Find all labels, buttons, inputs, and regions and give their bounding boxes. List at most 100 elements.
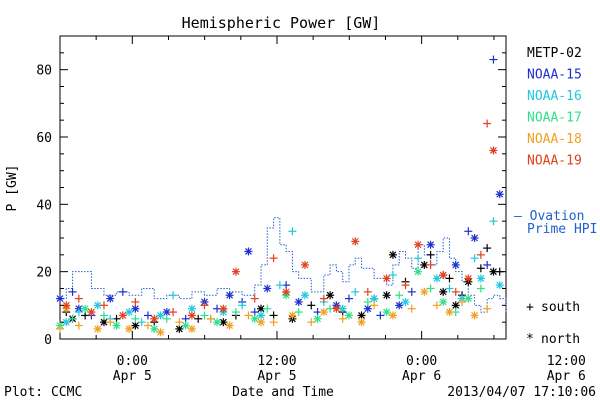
point-noaa-19	[319, 294, 328, 303]
point-noaa-18	[175, 318, 184, 327]
point-noaa-15	[263, 284, 272, 293]
point-noaa-17	[68, 314, 77, 323]
point-metp-02	[194, 314, 203, 323]
plot-area	[59, 35, 507, 340]
point-noaa-17	[181, 321, 190, 330]
point-noaa-16	[476, 274, 485, 283]
point-noaa-19	[187, 311, 196, 320]
point-noaa-16	[125, 308, 134, 317]
point-noaa-15	[118, 287, 127, 296]
point-noaa-18	[432, 301, 441, 310]
marker-key-north: * north	[526, 332, 580, 347]
point-noaa-16	[351, 287, 360, 296]
y-axis-label: P [GW]	[5, 165, 20, 212]
point-noaa-18	[407, 304, 416, 313]
point-noaa-19	[382, 274, 391, 283]
point-noaa-15	[376, 311, 385, 320]
point-metp-02	[420, 260, 429, 269]
point-noaa-16	[93, 301, 102, 310]
point-noaa-17	[294, 308, 303, 317]
point-metp-02	[382, 291, 391, 300]
point-noaa-17	[414, 267, 423, 276]
point-noaa-18	[420, 287, 429, 296]
point-noaa-17	[131, 314, 140, 323]
point-noaa-15	[470, 234, 479, 242]
ovation-label-line2: Prime HPI	[527, 222, 597, 237]
y-tick-label: 0	[44, 333, 52, 348]
point-noaa-17	[344, 311, 353, 320]
point-noaa-19	[169, 308, 178, 317]
point-noaa-18	[244, 311, 253, 320]
point-noaa-15	[106, 294, 115, 303]
x-tick-label-time: 0:00	[117, 354, 148, 369]
x-tick-label-time: 12:00	[547, 354, 586, 369]
x-axis-label: Date and Time	[232, 385, 334, 400]
point-noaa-15	[407, 287, 416, 296]
point-noaa-15	[294, 297, 303, 306]
legend-entry-noaa-19: NOAA-19	[527, 154, 582, 169]
data-points	[56, 55, 504, 337]
point-noaa-19	[150, 314, 159, 323]
point-metp-02	[451, 301, 460, 310]
point-noaa-16	[257, 311, 266, 320]
point-noaa-19	[489, 146, 498, 155]
point-metp-02	[476, 264, 485, 273]
legend: METP-02 NOAA-15 NOAA-16 NOAA-17 NOAA-18 NOAA-…	[527, 46, 582, 169]
chart-title: Hemispheric Power [GW]	[182, 14, 381, 32]
point-noaa-17	[231, 308, 240, 317]
point-noaa-17	[99, 311, 108, 320]
point-noaa-16	[187, 304, 196, 313]
point-metp-02	[307, 301, 316, 310]
point-noaa-16	[300, 291, 309, 300]
point-noaa-15	[68, 287, 77, 296]
point-noaa-16	[238, 301, 247, 310]
point-noaa-15	[225, 291, 234, 300]
point-noaa-15	[495, 190, 504, 199]
point-noaa-18	[206, 314, 215, 323]
point-noaa-15	[363, 304, 372, 313]
point-noaa-15	[244, 247, 253, 256]
x-tick-label-date: Apr 6	[402, 369, 441, 384]
point-noaa-18	[257, 318, 266, 327]
point-noaa-16	[169, 291, 178, 300]
point-metp-02	[269, 311, 278, 320]
point-noaa-19	[131, 297, 140, 306]
x-tick-label-time: 0:00	[406, 354, 437, 369]
point-noaa-19	[451, 287, 460, 296]
point-noaa-18	[470, 311, 479, 320]
point-metp-02	[445, 274, 454, 283]
x-tick-label-date: Apr 5	[113, 369, 152, 384]
marker-key-south-symbol: +	[526, 300, 534, 315]
point-noaa-17	[395, 291, 404, 300]
point-noaa-17	[363, 297, 372, 306]
point-noaa-18	[458, 297, 467, 306]
point-noaa-15	[143, 311, 152, 320]
point-noaa-15	[451, 260, 460, 269]
point-noaa-15	[250, 308, 259, 317]
point-noaa-17	[426, 284, 435, 293]
point-noaa-18	[483, 304, 492, 313]
point-noaa-19	[464, 274, 473, 283]
y-tick-label: 40	[36, 198, 52, 213]
point-metp-02	[439, 287, 448, 296]
point-noaa-15	[489, 55, 498, 64]
point-metp-02	[426, 250, 435, 259]
point-noaa-18	[445, 308, 454, 317]
point-noaa-16	[74, 308, 83, 317]
point-noaa-16	[401, 297, 410, 306]
point-noaa-17	[382, 308, 391, 317]
point-noaa-17	[162, 314, 171, 323]
point-noaa-15	[131, 304, 140, 313]
point-noaa-17	[150, 324, 159, 333]
point-noaa-17	[250, 314, 259, 323]
point-noaa-19	[87, 308, 96, 317]
ovation-prime-hpi-line	[60, 217, 507, 313]
point-noaa-18	[156, 328, 165, 337]
point-noaa-19	[332, 304, 341, 313]
legend-entry-metp-02: METP-02	[527, 46, 582, 61]
legend-entry-noaa-15: NOAA-15	[527, 68, 582, 83]
point-noaa-15	[464, 227, 473, 236]
point-noaa-15	[56, 294, 64, 303]
